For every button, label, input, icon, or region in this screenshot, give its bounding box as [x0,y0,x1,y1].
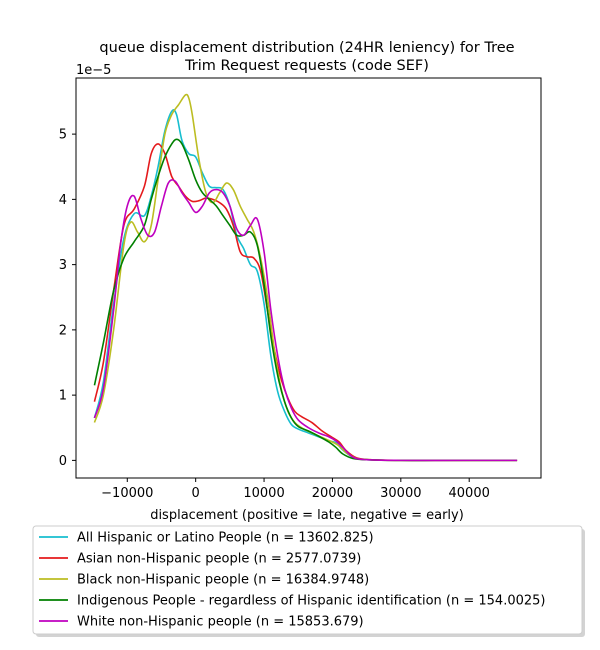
legend-box [32,525,583,635]
chart-title-line-2: Trim Request requests (code SEF) [184,58,429,74]
series-line-3 [93,138,518,462]
x-axis-ticks: −10000 0 10000 20000 30000 40000 [101,478,490,501]
legend-items: All Hispanic or Latino People (n = 13602… [39,531,546,630]
y-tick-label: 0 [59,454,67,469]
plot-frame [75,77,542,479]
chart-title: queue displacement distribution (24HR le… [99,40,514,74]
x-axis-label: displacement (positive = late, negative … [150,508,464,523]
chart-title-line-1: queue displacement distribution (24HR le… [99,40,514,56]
y-axis-multiplier: 1e−5 [76,63,111,78]
legend-label-3: Indigenous People - regardless of Hispan… [77,594,546,609]
series-line-1 [93,143,518,462]
y-tick-label: 3 [59,258,67,273]
series-line-4 [93,179,518,462]
x-tick-label: −10000 [101,486,153,501]
legend-label-1: Asian non-Hispanic people (n = 2577.0739… [77,552,361,567]
legend-label-4: White non-Hispanic people (n = 15853.679… [77,615,364,630]
y-tick-label: 5 [59,128,67,143]
y-tick-label: 4 [59,193,67,208]
y-axis-ticks: 0 1 2 3 4 5 [59,128,76,469]
legend-label-2: Black non-Hispanic people (n = 16384.974… [77,573,369,588]
y-tick-label: 2 [59,323,67,338]
series-line-2 [93,93,518,462]
x-tick-label: 10000 [243,486,284,501]
legend: All Hispanic or Latino People (n = 13602… [32,525,585,637]
y-tick-label: 1 [59,389,67,404]
x-tick-label: 0 [192,486,200,501]
series-layer [93,93,518,462]
x-tick-label: 30000 [380,486,421,501]
x-tick-label: 20000 [312,486,353,501]
series-line-0 [93,109,518,462]
x-tick-label: 40000 [449,486,490,501]
legend-label-0: All Hispanic or Latino People (n = 13602… [77,531,374,546]
